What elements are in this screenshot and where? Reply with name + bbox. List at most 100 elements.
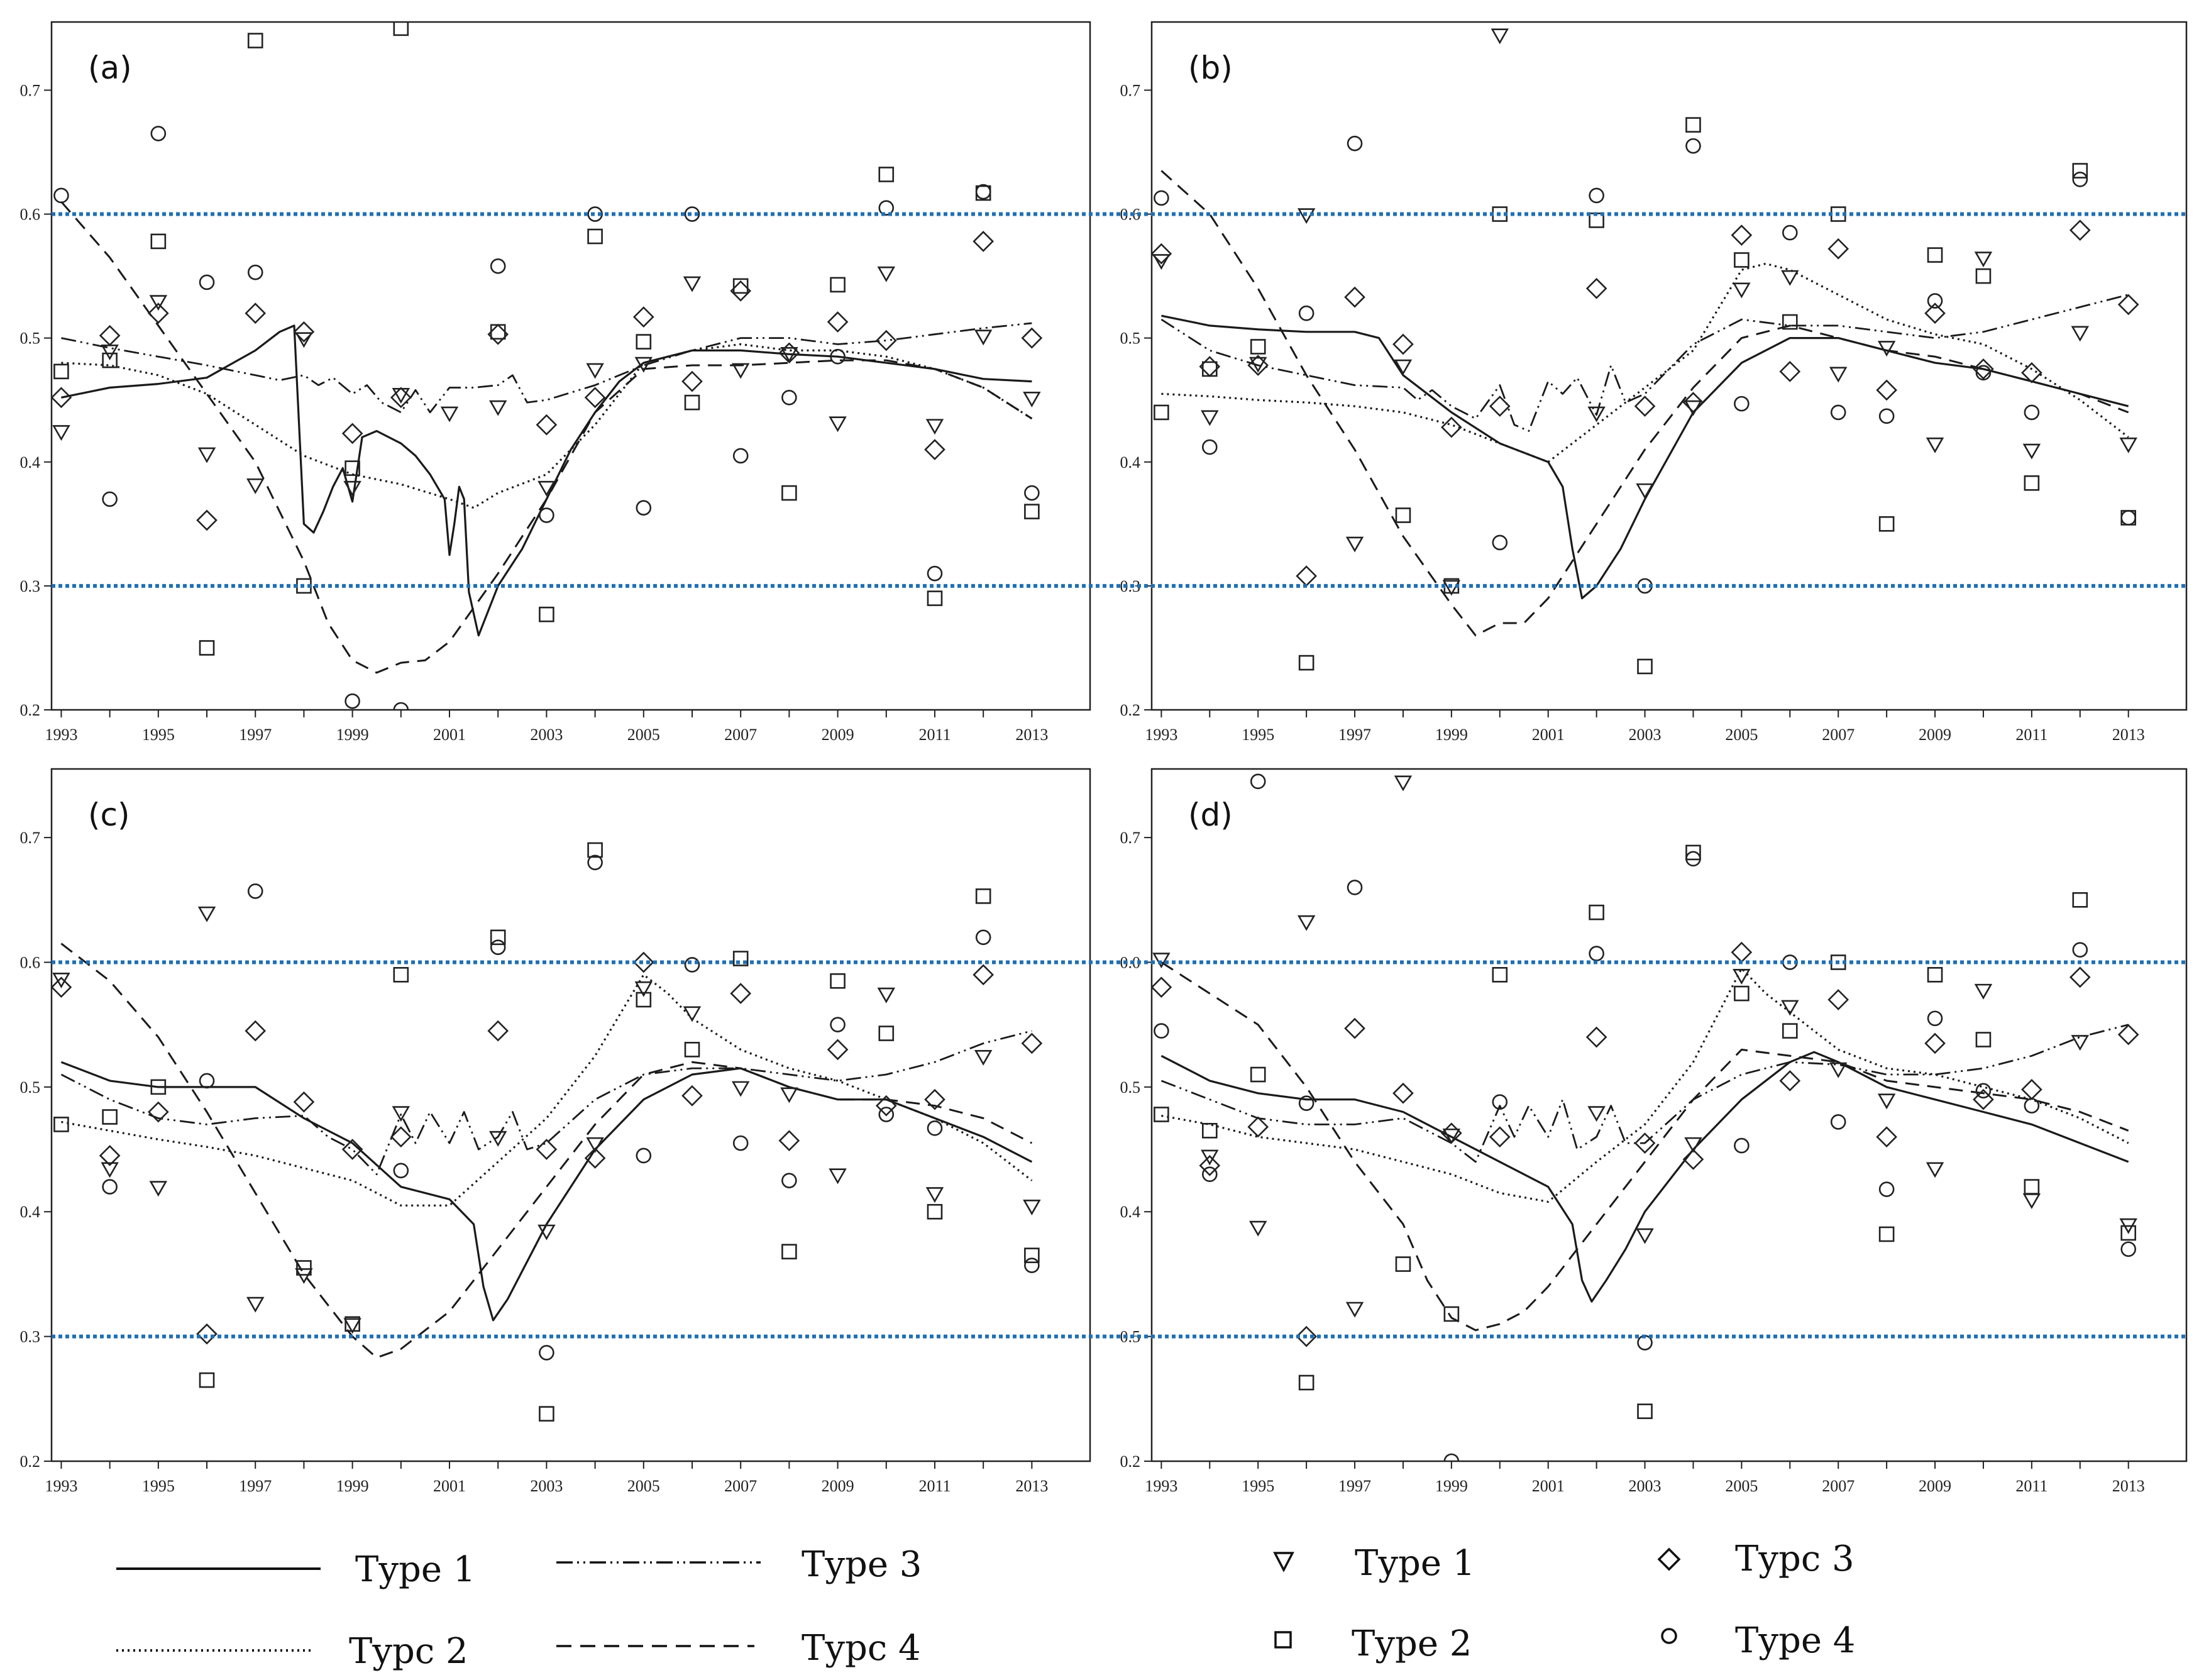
panel-label: (d) — [1188, 797, 1233, 833]
data-point-type4 — [393, 702, 409, 710]
data-point-type2 — [102, 1109, 118, 1125]
marker-legend-square-icon — [1274, 1631, 1292, 1649]
data-point-type4 — [490, 258, 506, 274]
data-point-type4 — [1024, 485, 1040, 501]
x-tick-label: 2005 — [1725, 1477, 1758, 1495]
data-point-type2 — [830, 277, 846, 293]
data-point-type2 — [1298, 655, 1314, 671]
data-point-type1 — [1442, 1128, 1461, 1144]
x-tick-label: 2001 — [1532, 726, 1565, 744]
data-point-type1 — [1394, 359, 1413, 375]
data-point-type2 — [587, 842, 603, 858]
data-point-type4 — [975, 929, 991, 946]
x-tick-label: 2011 — [2015, 726, 2047, 744]
data-point-type2 — [927, 1203, 943, 1220]
data-point-type3 — [875, 329, 897, 351]
data-point-type1 — [829, 1168, 847, 1185]
data-point-type3 — [924, 1088, 945, 1110]
data-point-type4 — [1685, 851, 1701, 867]
data-point-type1 — [683, 1006, 702, 1022]
data-point-type1 — [1829, 1062, 1848, 1078]
data-point-type1 — [1152, 254, 1171, 270]
data-point-type2 — [393, 967, 409, 983]
data-point-type3 — [99, 1145, 121, 1166]
data-point-type1 — [197, 906, 216, 922]
data-point-type3 — [341, 1139, 363, 1160]
data-point-type3 — [1973, 1088, 1994, 1110]
data-point-type3 — [2117, 294, 2139, 316]
data-point-type3 — [1392, 1082, 1414, 1104]
data-point-type2 — [199, 1372, 215, 1388]
y-tick-label: 0.3 — [1120, 577, 1141, 595]
data-point-type1 — [343, 480, 361, 497]
data-point-type1 — [731, 363, 750, 379]
data-point-type3 — [1876, 379, 1897, 401]
data-point-type1 — [634, 981, 653, 997]
x-tick-label: 2007 — [1822, 726, 1855, 744]
x-tick-label: 1995 — [1242, 1477, 1274, 1495]
y-tick-label: 0.0 — [1120, 953, 1141, 971]
panel-label: (a) — [88, 50, 132, 86]
data-point-type3 — [1682, 1149, 1704, 1170]
y-tick-label: 0.5 — [1120, 329, 1141, 348]
data-point-type2 — [2024, 1179, 2040, 1195]
y-tick-label: 0.5 — [1120, 1078, 1141, 1097]
data-point-type1 — [1023, 1200, 1041, 1215]
fit-line-type3 — [1160, 1024, 2129, 1163]
data-point-type3 — [1247, 1116, 1269, 1138]
data-point-type3 — [632, 951, 654, 973]
data-point-type2 — [490, 929, 506, 946]
data-point-type4 — [1830, 1114, 1846, 1130]
y-tick-label: 0.6 — [1120, 206, 1141, 224]
data-point-type4 — [1201, 439, 1218, 455]
data-point-type3 — [827, 311, 849, 333]
data-point-type2 — [732, 951, 749, 966]
fit-line-type3 — [61, 322, 1032, 414]
fit-line-type4 — [60, 201, 1033, 674]
data-point-type1 — [295, 1268, 313, 1285]
data-point-type1 — [877, 987, 896, 1003]
data-point-type4 — [830, 348, 846, 365]
x-tick-label: 2009 — [822, 726, 854, 744]
data-point-type1 — [1684, 1137, 1702, 1153]
data-point-type1 — [780, 347, 798, 363]
data-point-type2 — [975, 888, 991, 904]
data-point-type4 — [1024, 1257, 1040, 1273]
data-point-type2 — [1637, 658, 1653, 675]
data-point-type1 — [440, 406, 459, 423]
data-point-type2 — [150, 233, 167, 250]
data-point-type4 — [53, 187, 69, 204]
data-point-type4 — [1975, 1083, 1992, 1099]
data-point-type3 — [99, 324, 121, 346]
data-point-type4 — [150, 126, 167, 141]
data-point-type2 — [1395, 507, 1411, 523]
marker-legend: Type 1 Type 2 Typc 3 Type 4 — [1273, 1539, 1855, 1664]
data-point-type3 — [973, 964, 995, 986]
data-point-type1 — [1248, 1220, 1267, 1237]
data-point-type4 — [1347, 880, 1363, 895]
data-point-type4 — [1927, 1010, 1943, 1027]
x-tick-label: 2003 — [530, 726, 563, 744]
data-point-type3 — [1634, 395, 1656, 417]
data-point-type1 — [1491, 28, 1509, 45]
data-point-type2 — [1250, 339, 1266, 355]
data-point-type2 — [1637, 1403, 1653, 1419]
fit-line-type3 — [1160, 294, 2129, 432]
data-point-type2 — [1024, 1247, 1040, 1263]
data-point-type3 — [730, 983, 752, 1004]
data-point-type3 — [1682, 392, 1704, 413]
marker-legend-circle-icon — [1661, 1628, 1677, 1644]
data-point-type1 — [392, 1106, 411, 1122]
data-point-type1 — [1394, 775, 1413, 792]
data-point-type2 — [1734, 985, 1750, 1002]
data-point-type3 — [487, 323, 509, 345]
data-point-type3 — [52, 387, 72, 409]
data-point-type4 — [1154, 190, 1169, 206]
data-point-type3 — [973, 231, 995, 252]
line-legend-label-type3: Type 3 — [802, 1544, 922, 1585]
data-point-type2 — [539, 1406, 554, 1422]
data-point-type2 — [2120, 1225, 2137, 1241]
data-point-type4 — [636, 1147, 652, 1164]
data-point-type1 — [537, 480, 556, 497]
data-point-type4 — [878, 1107, 895, 1122]
